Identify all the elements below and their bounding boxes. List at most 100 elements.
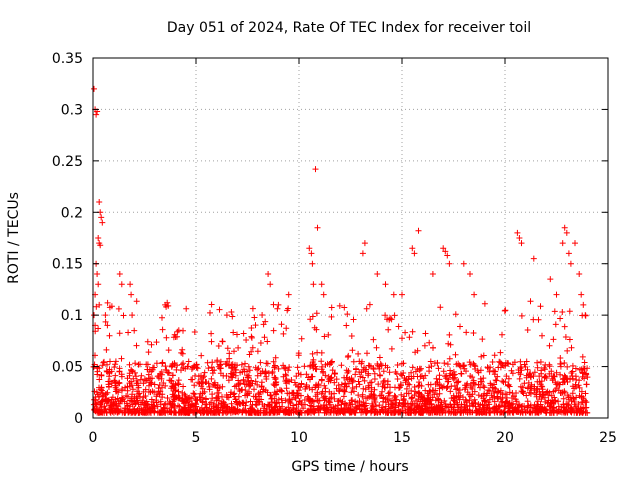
data-point	[278, 321, 285, 328]
data-point	[247, 405, 254, 412]
data-point	[272, 379, 279, 386]
data-point	[271, 382, 278, 389]
data-point	[444, 384, 451, 390]
data-point	[302, 386, 309, 392]
data-point	[481, 300, 488, 307]
data-point	[569, 390, 576, 397]
data-point	[121, 398, 128, 405]
data-point	[159, 359, 166, 366]
data-point	[467, 271, 473, 277]
data-point	[105, 378, 112, 385]
data-point	[531, 369, 538, 376]
data-point	[217, 362, 223, 369]
data-point	[535, 316, 542, 323]
data-point	[446, 355, 453, 362]
data-point	[341, 388, 348, 395]
data-point	[426, 368, 433, 375]
data-point	[112, 358, 119, 365]
data-point	[442, 373, 449, 380]
data-point	[104, 368, 111, 375]
data-point	[452, 374, 458, 381]
data-point	[326, 375, 333, 382]
data-point	[331, 379, 338, 386]
data-point	[347, 401, 354, 408]
data-point	[365, 372, 372, 379]
data-point	[344, 311, 351, 318]
data-point	[418, 408, 425, 415]
data-point	[492, 368, 499, 375]
data-point	[249, 344, 256, 351]
data-point	[289, 389, 296, 396]
data-point	[286, 390, 293, 397]
data-point	[293, 373, 300, 380]
data-point	[456, 387, 463, 393]
data-point	[403, 385, 410, 392]
data-point	[298, 335, 305, 342]
data-point	[479, 336, 486, 343]
data-point	[245, 409, 252, 416]
data-point	[502, 307, 509, 314]
data-point	[401, 393, 408, 400]
data-point	[400, 360, 407, 367]
data-point	[527, 298, 534, 305]
data-point	[370, 391, 377, 398]
data-point	[250, 393, 257, 400]
data-point	[116, 271, 123, 277]
data-point	[406, 381, 413, 388]
y-axis-label: ROTI / TECUs	[6, 192, 22, 284]
y-tick-label: 0.05	[52, 360, 83, 376]
data-point	[572, 373, 579, 380]
data-point	[400, 370, 407, 376]
data-point	[108, 303, 115, 310]
data-point	[554, 380, 561, 387]
data-point	[380, 368, 387, 375]
data-point	[328, 390, 335, 397]
data-point	[321, 382, 328, 389]
data-point	[355, 350, 362, 357]
data-point	[155, 385, 162, 392]
data-point	[229, 361, 236, 368]
data-point	[267, 281, 274, 288]
data-point	[227, 408, 234, 415]
data-point	[447, 388, 454, 395]
data-point	[135, 382, 142, 389]
data-point	[286, 364, 293, 371]
data-point	[247, 398, 254, 405]
data-point	[128, 409, 135, 416]
data-point	[574, 409, 581, 416]
data-point	[339, 408, 346, 415]
data-point	[203, 396, 209, 403]
data-point	[346, 409, 353, 416]
data-point	[96, 301, 103, 308]
data-point	[520, 388, 526, 395]
data-point	[439, 403, 446, 410]
data-point	[549, 375, 556, 382]
data-point	[232, 372, 239, 379]
data-point	[318, 390, 325, 397]
data-point	[315, 402, 322, 409]
data-point	[211, 409, 218, 416]
data-point	[178, 349, 185, 356]
data-point	[180, 383, 187, 390]
data-point	[167, 400, 174, 407]
data-point	[217, 370, 224, 377]
data-point	[159, 326, 166, 333]
data-point	[101, 358, 107, 365]
data-point	[318, 281, 325, 288]
data-point	[115, 305, 122, 312]
data-point	[120, 312, 127, 319]
data-point	[193, 401, 199, 408]
data-point	[206, 386, 213, 393]
data-point	[550, 336, 557, 343]
data-point	[169, 372, 176, 379]
data-point	[356, 381, 363, 388]
data-point	[452, 351, 459, 358]
data-point	[441, 397, 448, 404]
data-point	[286, 396, 293, 403]
data-point	[315, 397, 322, 404]
data-point	[171, 409, 178, 416]
data-point	[351, 388, 357, 395]
data-point	[392, 400, 399, 406]
data-point	[411, 384, 418, 390]
data-point	[191, 329, 198, 335]
